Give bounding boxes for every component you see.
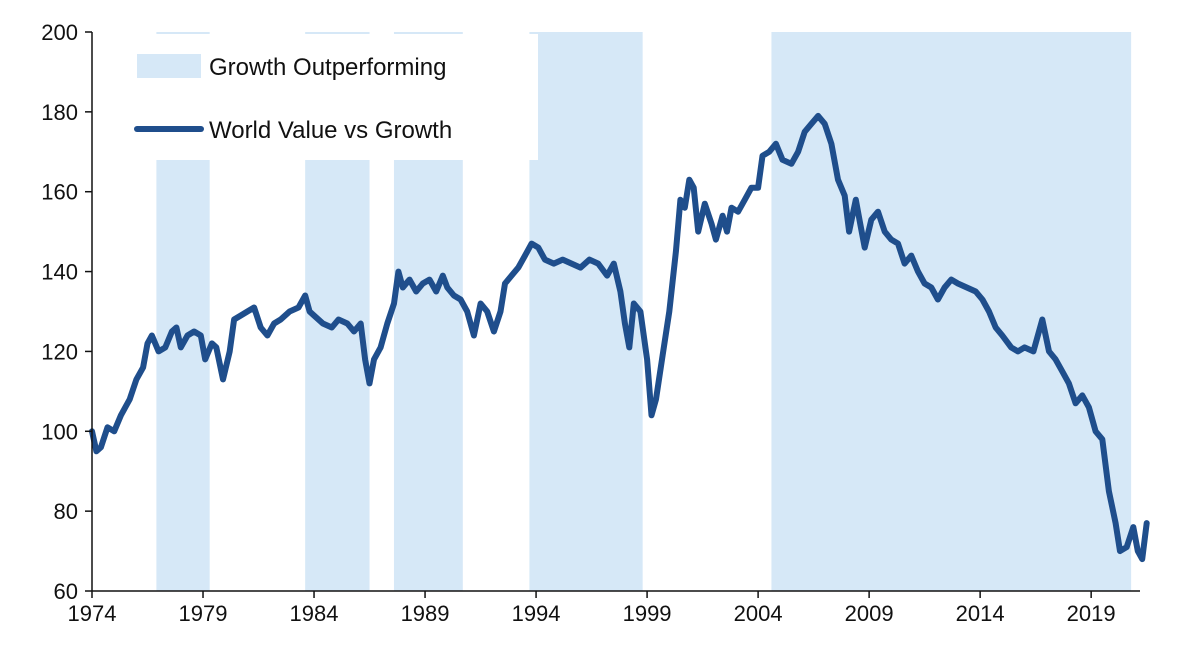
axes: 60 80 100 120 140 160 180 200 1974 1979 1984 1989 19… bbox=[41, 20, 1140, 626]
y-tick-label: 180 bbox=[41, 100, 78, 125]
x-tick-label: 1974 bbox=[68, 601, 117, 626]
x-tick-label: 1989 bbox=[401, 601, 450, 626]
x-tick-label: 1999 bbox=[623, 601, 672, 626]
x-tick-label: 2004 bbox=[734, 601, 783, 626]
y-tick-label: 60 bbox=[54, 579, 78, 604]
series-lines bbox=[89, 112, 1150, 563]
series-line-0 bbox=[89, 112, 1150, 563]
x-tick-label: 1994 bbox=[512, 601, 561, 626]
y-tick-label: 100 bbox=[41, 419, 78, 444]
x-tick-label: 2009 bbox=[845, 601, 894, 626]
legend-swatch-growth-outperforming bbox=[137, 54, 201, 78]
y-tick-label: 200 bbox=[41, 20, 78, 45]
y-tick-label: 80 bbox=[54, 499, 78, 524]
y-tick-label: 120 bbox=[41, 339, 78, 364]
legend-label-growth-outperforming: Growth Outperforming bbox=[209, 54, 446, 81]
x-tick-label: 2014 bbox=[956, 601, 1005, 626]
y-tick-label: 140 bbox=[41, 260, 78, 285]
x-tick-label: 1984 bbox=[290, 601, 339, 626]
y-tick-label: 160 bbox=[41, 180, 78, 205]
shaded-period-4 bbox=[771, 32, 1132, 591]
x-tick-label: 2019 bbox=[1067, 601, 1116, 626]
x-tick-label: 1979 bbox=[179, 601, 228, 626]
legend: Growth Outperforming World Value vs Grow… bbox=[134, 54, 452, 144]
legend-label-world-value-vs-growth: World Value vs Growth bbox=[209, 117, 452, 144]
